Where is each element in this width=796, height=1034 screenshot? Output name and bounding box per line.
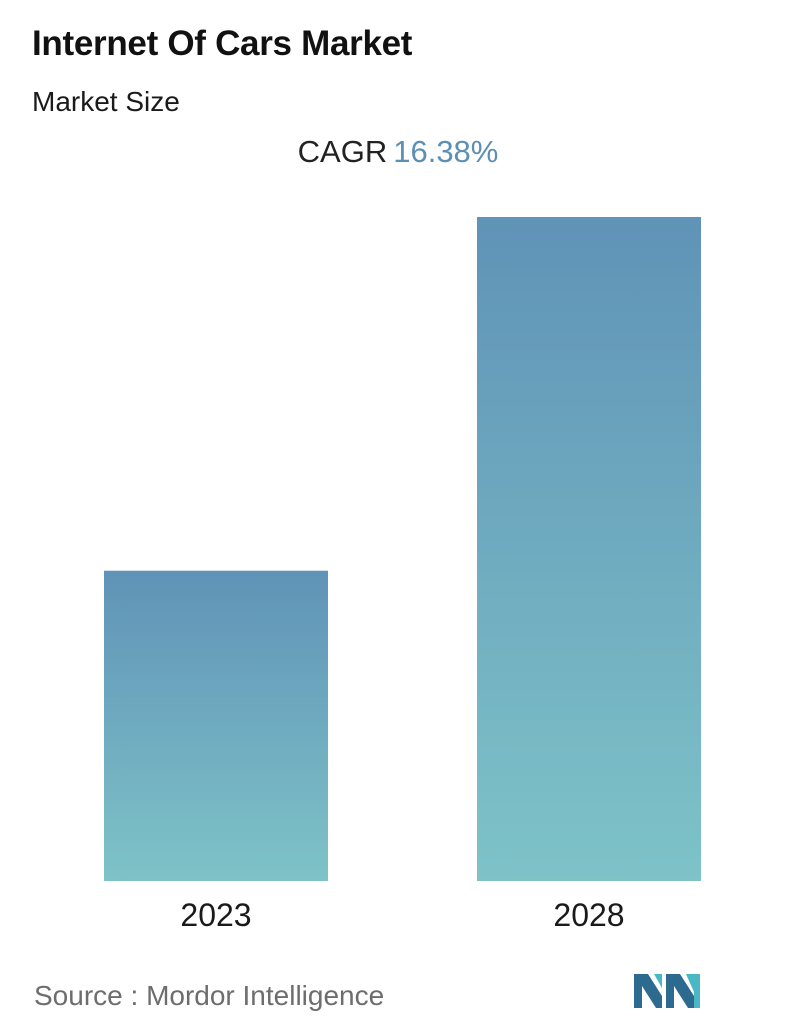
cagr-value: 16.38% bbox=[393, 134, 499, 169]
chart-subtitle: Market Size bbox=[32, 86, 180, 117]
chart-title: Internet Of Cars Market bbox=[32, 24, 413, 63]
source-label: Source : bbox=[34, 980, 139, 1011]
x-axis-ticks: 2023 2028 bbox=[180, 897, 624, 933]
x-tick-label-2028: 2028 bbox=[553, 897, 624, 933]
source-attribution: Source : Mordor Intelligence bbox=[34, 980, 384, 1012]
bar-2023 bbox=[104, 570, 328, 881]
cagr-label: CAGR bbox=[297, 134, 388, 169]
source-name: Mordor Intelligence bbox=[146, 980, 385, 1011]
bar-2028 bbox=[477, 217, 701, 881]
cagr-annotation: CAGR 16.38% bbox=[0, 134, 796, 170]
x-tick-label-2023: 2023 bbox=[180, 897, 251, 933]
mordor-intelligence-logo-icon bbox=[634, 974, 700, 1008]
bars-group bbox=[104, 217, 701, 881]
